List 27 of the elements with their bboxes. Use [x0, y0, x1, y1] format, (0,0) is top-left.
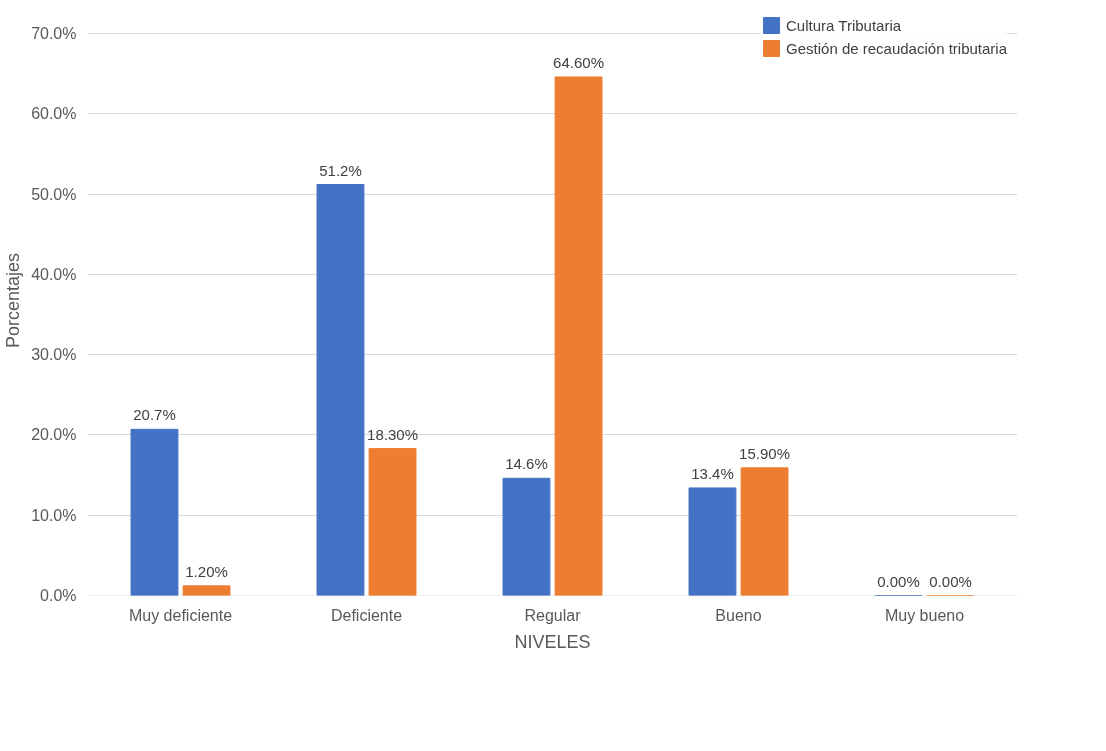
x-tick-label: Muy deficiente	[128, 606, 233, 624]
data-label: 20.7%	[133, 406, 176, 424]
data-label: 14.6%	[505, 455, 548, 473]
y-tick-label: 70.0%	[31, 25, 77, 43]
x-tick-label: Deficiente	[330, 606, 403, 624]
y-tick-label: 60.0%	[31, 105, 77, 123]
data-label: 64.60%	[553, 53, 604, 71]
data-label: 15.90%	[739, 444, 790, 462]
x-tick-label: Muy bueno	[884, 606, 965, 624]
y-tick-label: 10.0%	[31, 506, 77, 524]
data-label: 0.00%	[877, 572, 920, 590]
data-label: 51.2%	[319, 161, 362, 179]
y-tick-label: 50.0%	[31, 185, 77, 203]
data-label: 13.4%	[691, 464, 734, 482]
y-tick-label: 30.0%	[31, 346, 77, 364]
x-axis-title: NIVELES	[514, 631, 591, 652]
y-axis-title: Porcentajes	[3, 252, 24, 349]
data-label: 1.20%	[185, 562, 228, 580]
x-tick-label: Bueno	[715, 606, 762, 624]
data-label: 18.30%	[367, 425, 418, 443]
y-tick-label: 20.0%	[31, 426, 77, 444]
legend-label: Cultura Tributaria	[786, 16, 902, 34]
y-tick-label: 40.0%	[31, 265, 77, 283]
legend-label: Gestión de recaudación tributaria	[786, 39, 1007, 57]
x-tick-label: Regular	[524, 606, 582, 624]
y-tick-label: 0.0%	[40, 587, 77, 604]
data-label: 0.00%	[929, 572, 972, 590]
